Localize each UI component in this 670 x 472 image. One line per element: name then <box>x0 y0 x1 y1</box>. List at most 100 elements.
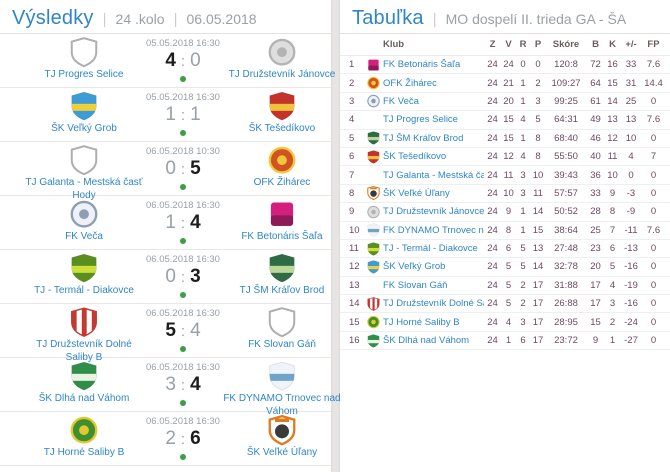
home-team[interactable]: TJ - Termál - Diakovce <box>22 250 146 303</box>
match-center[interactable]: 06.05.2018 16:30 0:3 <box>146 250 220 303</box>
away-team[interactable]: OFK Žihárec <box>220 142 344 202</box>
match-score[interactable]: 0:3 <box>165 265 200 289</box>
stat-p: 17 <box>532 279 544 291</box>
home-score: 2 <box>165 428 176 449</box>
match-score[interactable]: 5:4 <box>165 319 200 343</box>
home-team-name[interactable]: ŠK Veľký Grob <box>51 123 117 134</box>
home-team-name[interactable]: TJ Galanta - Mestská časť Hody <box>25 177 143 201</box>
club-link[interactable]: TJ Galanta - Mestská časť Hody <box>383 169 484 181</box>
club-link[interactable]: ŠK Veľké Úľany <box>383 187 450 199</box>
home-team-name[interactable]: ŠK Dlhá nad Váhom <box>38 393 130 404</box>
home-team-logo[interactable] <box>70 37 98 68</box>
home-team-name[interactable]: TJ - Termál - Diakovce <box>34 285 134 296</box>
away-team[interactable]: ŠK Veľké Úľany <box>220 412 344 465</box>
away-team[interactable]: FK Betonáris Šaľa <box>220 196 344 249</box>
home-team-logo[interactable] <box>70 92 98 121</box>
club-logo[interactable] <box>364 149 383 164</box>
home-team[interactable]: TJ Progres Selice <box>22 34 146 87</box>
club-logo[interactable] <box>364 168 383 182</box>
match-center[interactable]: 06.05.2018 16:30 3:4 <box>146 358 220 418</box>
match-score[interactable]: 1:4 <box>165 211 200 235</box>
away-team-logo[interactable] <box>268 146 296 175</box>
home-team[interactable]: TJ Družstevník Dolné Saliby B <box>22 304 146 364</box>
club-link[interactable]: FK Slovan Gáň <box>383 279 448 291</box>
home-team-name[interactable]: TJ Progres Selice <box>44 69 124 80</box>
club-logo[interactable] <box>364 186 383 201</box>
club-logo[interactable] <box>364 94 383 108</box>
match-score[interactable]: 4:0 <box>165 49 200 73</box>
match-score[interactable]: 0:5 <box>165 157 200 181</box>
home-team[interactable]: FK Veča <box>22 196 146 249</box>
away-team-name[interactable]: OFK Žihárec <box>253 177 311 188</box>
home-team-name[interactable]: TJ Horné Saliby B <box>43 447 125 458</box>
away-team[interactable]: TJ ŠM Kráľov Brod <box>220 250 344 303</box>
club-logo[interactable] <box>364 58 383 72</box>
home-team[interactable]: ŠK Veľký Grob <box>22 88 146 141</box>
match-center[interactable]: 06.05.2018 16:30 2:6 <box>146 412 220 465</box>
match-score[interactable]: 2:6 <box>165 427 200 451</box>
home-team[interactable]: TJ Galanta - Mestská časť Hody <box>22 142 146 202</box>
club-link[interactable]: ŠK Veľký Grob <box>383 261 446 273</box>
away-team-name[interactable]: TJ ŠM Kráľov Brod <box>239 285 325 296</box>
club-logo[interactable] <box>364 260 383 274</box>
away-team-name[interactable]: ŠK Tešedíkovo <box>248 123 316 134</box>
match-center[interactable]: 05.05.2018 16:30 4:0 <box>146 34 220 87</box>
match-center[interactable]: 05.05.2018 16:30 1:1 <box>146 88 220 141</box>
club-logo[interactable] <box>364 131 383 145</box>
away-team-logo[interactable] <box>268 200 296 229</box>
away-team[interactable]: FK Slovan Gáň <box>220 304 344 364</box>
club-link[interactable]: TJ Progres Selice <box>383 114 458 126</box>
club-link[interactable]: TJ - Termál - Diakovce <box>383 243 478 255</box>
match-center[interactable]: 06.05.2018 10:30 0:5 <box>146 142 220 202</box>
home-team-name[interactable]: FK Veča <box>65 231 103 242</box>
home-team-name[interactable]: TJ Družstevník Dolné Saliby B <box>36 339 132 363</box>
away-team-logo[interactable] <box>268 38 296 67</box>
club-logo[interactable] <box>364 241 383 256</box>
home-team-logo[interactable] <box>70 416 98 445</box>
club-link[interactable]: OFK Žihárec <box>383 77 437 89</box>
club-link[interactable]: FK Veča <box>383 95 419 107</box>
club-logo[interactable] <box>364 205 383 219</box>
club-logo[interactable] <box>364 278 383 292</box>
match-datetime: 06.05.2018 10:30 <box>146 146 220 157</box>
away-team-name[interactable]: FK Slovan Gáň <box>248 339 316 350</box>
away-score: 4 <box>190 212 201 233</box>
club-logo[interactable] <box>364 76 383 90</box>
away-team-name[interactable]: FK Betonáris Šaľa <box>241 231 323 242</box>
club-link[interactable]: TJ Horné Saliby B <box>383 316 460 328</box>
home-team[interactable]: ŠK Dlhá nad Váhom <box>22 358 146 418</box>
away-team-logo[interactable] <box>268 307 296 338</box>
match-score[interactable]: 3:4 <box>165 373 200 397</box>
home-team-logo[interactable] <box>70 362 98 391</box>
away-team-name[interactable]: FK DYNAMO Trnovec nad Váhom <box>223 393 341 417</box>
home-team-logo[interactable] <box>70 307 98 338</box>
match-center[interactable]: 06.05.2018 16:30 1:4 <box>146 196 220 249</box>
away-team-logo[interactable] <box>268 254 296 283</box>
club-logo[interactable] <box>364 296 383 311</box>
away-team-name[interactable]: ŠK Veľké Úľany <box>246 447 318 458</box>
club-logo[interactable] <box>364 315 383 329</box>
home-team[interactable]: TJ Horné Saliby B <box>22 412 146 465</box>
away-team[interactable]: ŠK Tešedíkovo <box>220 88 344 141</box>
away-team-logo[interactable] <box>268 415 296 446</box>
club-link[interactable]: TJ Družstevník Dolné Saliby B <box>383 298 484 310</box>
away-team-logo[interactable] <box>268 362 296 391</box>
home-team-logo[interactable] <box>70 200 98 229</box>
match-score[interactable]: 1:1 <box>165 103 200 127</box>
club-link[interactable]: ŠK Dlhá nad Váhom <box>383 335 470 347</box>
away-team-logo[interactable] <box>268 92 296 121</box>
away-team[interactable]: TJ Družstevník Jánovce <box>220 34 344 87</box>
away-team-name[interactable]: TJ Družstevník Jánovce <box>228 69 336 80</box>
home-team-logo[interactable] <box>70 254 98 283</box>
club-logo[interactable] <box>364 333 383 348</box>
club-logo[interactable] <box>364 223 383 237</box>
club-link[interactable]: TJ ŠM Kráľov Brod <box>383 132 464 144</box>
club-logo[interactable] <box>364 113 383 127</box>
match-center[interactable]: 06.05.2018 16:30 5:4 <box>146 304 220 364</box>
club-link[interactable]: TJ Družstevník Jánovce <box>383 206 484 218</box>
home-team-logo[interactable] <box>70 145 98 176</box>
club-link[interactable]: FK DYNAMO Trnovec nad Váhom <box>383 224 484 236</box>
away-team[interactable]: FK DYNAMO Trnovec nad Váhom <box>220 358 344 418</box>
club-link[interactable]: ŠK Tešedíkovo <box>383 151 447 163</box>
club-link[interactable]: FK Betonáris Šaľa <box>383 59 461 71</box>
